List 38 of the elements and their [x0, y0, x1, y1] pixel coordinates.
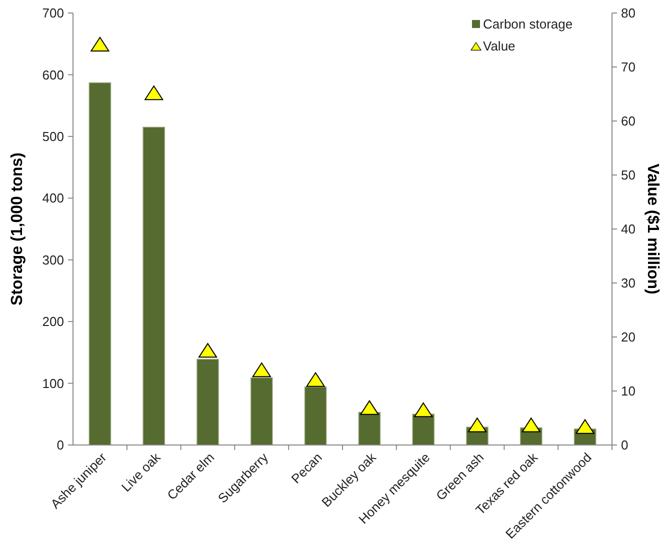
y2-tick-label: 30 — [621, 276, 636, 291]
legend-label: Carbon storage — [483, 16, 573, 32]
bar — [88, 82, 112, 446]
point — [306, 372, 325, 387]
y-tick-label: 400 — [42, 190, 64, 206]
point — [468, 418, 487, 432]
y2-tick-label: 0 — [621, 438, 628, 453]
bar — [196, 358, 219, 446]
y-tick-label: 300 — [42, 252, 64, 268]
point — [198, 343, 218, 358]
point — [252, 362, 271, 378]
point — [576, 419, 594, 434]
y2-tick-label: 60 — [621, 114, 636, 129]
point — [90, 36, 110, 52]
y-tick-label: 100 — [42, 376, 64, 391]
point — [360, 400, 379, 415]
bar — [142, 126, 166, 446]
y2-tick-label: 20 — [621, 330, 636, 345]
point — [522, 418, 540, 432]
bar — [304, 386, 327, 446]
y2-tick-label: 40 — [621, 222, 636, 237]
point — [144, 86, 164, 100]
y-tick-label: 0 — [56, 438, 64, 453]
y-tick-label: 200 — [42, 314, 64, 330]
y-tick-label: 600 — [42, 67, 64, 82]
y-tick-label: 700 — [42, 6, 64, 21]
y-tick-label: 500 — [42, 128, 64, 144]
bar — [250, 377, 273, 446]
y2-axis-title: Value ($1 million) — [644, 164, 661, 294]
y2-tick-label: 80 — [621, 6, 636, 21]
legend-label: Value — [483, 38, 516, 54]
bar — [412, 414, 435, 446]
y-axis-title: Storage (1,000 tons) — [9, 152, 26, 306]
y2-tick-label: 50 — [621, 168, 636, 183]
point — [414, 402, 433, 418]
x-tick-label: Live oak — [118, 449, 164, 495]
y2-tick-label: 70 — [621, 60, 636, 75]
y2-tick-label: 10 — [621, 384, 636, 399]
